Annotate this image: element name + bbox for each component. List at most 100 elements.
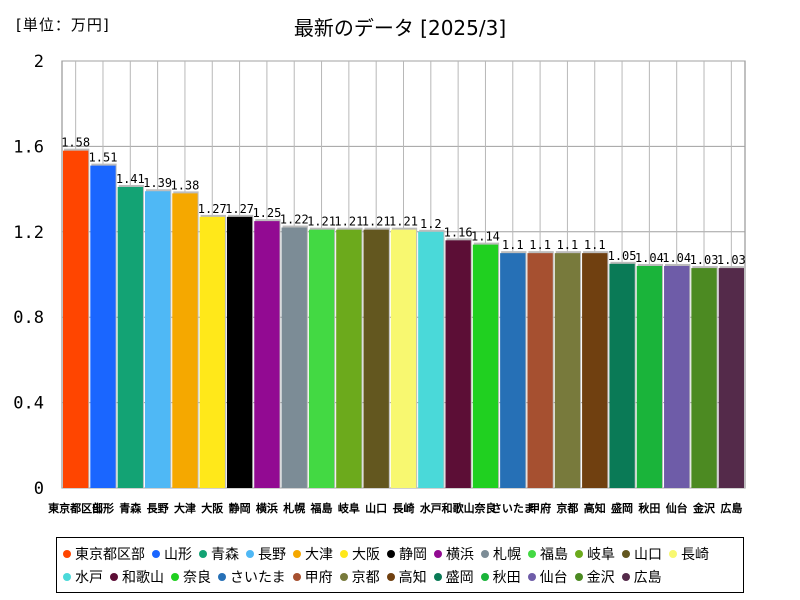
bar-value-label: 1.05 bbox=[608, 249, 637, 263]
legend-item: 山形 bbox=[152, 542, 192, 565]
legend: 東京都区部 山形 青森 長野 大津 大阪 静岡 横浜 札幌 福島 岐阜 山口 長崎 水戸 和歌山 奈良 さいたま… bbox=[56, 537, 744, 593]
legend-label: 水戸 bbox=[75, 569, 103, 586]
bar bbox=[90, 165, 116, 489]
y-tick-label: 0.8 bbox=[13, 308, 44, 328]
legend-swatch bbox=[481, 549, 489, 558]
legend-item: 東京都区部 bbox=[63, 542, 145, 565]
bar-value-label: 1.04 bbox=[662, 251, 691, 265]
legend-label: 大阪 bbox=[352, 546, 380, 563]
legend-swatch bbox=[293, 549, 301, 558]
x-tick-label: 長崎 bbox=[393, 501, 415, 515]
legend-label: 秋田 bbox=[492, 569, 521, 586]
legend-label: 盛岡 bbox=[445, 569, 474, 586]
legend-item: 仙台 bbox=[527, 565, 568, 588]
y-tick-label: 1.6 bbox=[13, 137, 44, 157]
legend-swatch bbox=[621, 572, 630, 581]
legend-label: 金沢 bbox=[586, 569, 615, 586]
legend-label: 長野 bbox=[258, 546, 286, 563]
legend-label: 仙台 bbox=[539, 569, 568, 586]
y-tick-label: 2 bbox=[34, 52, 44, 72]
bar bbox=[500, 253, 526, 488]
legend-swatch bbox=[152, 549, 160, 558]
legend-label: 長崎 bbox=[681, 546, 709, 563]
x-tick-label: 和歌山 bbox=[442, 501, 475, 515]
legend-item: 岐阜 bbox=[575, 542, 615, 565]
legend-item: さいたま bbox=[218, 565, 286, 588]
x-tick-label: 札幌 bbox=[282, 501, 305, 515]
legend-item: 高知 bbox=[386, 565, 427, 588]
bar-value-label: 1.1 bbox=[557, 238, 579, 252]
chart-title: 最新のデータ [2025/3] bbox=[293, 16, 507, 40]
legend-swatch bbox=[110, 572, 118, 581]
bar-value-label: 1.27 bbox=[225, 202, 254, 216]
x-tick-label: 盛岡 bbox=[611, 501, 633, 515]
legend-swatch bbox=[528, 549, 536, 558]
bar bbox=[363, 229, 389, 489]
legend-item: 奈良 bbox=[171, 565, 211, 588]
legend-item: 大津 bbox=[293, 542, 333, 565]
legend-item: 甲府 bbox=[292, 565, 333, 588]
legend-swatch bbox=[339, 572, 348, 581]
bar-value-label: 1.25 bbox=[252, 206, 281, 220]
bar bbox=[691, 268, 717, 488]
bar-value-label: 1.58 bbox=[61, 136, 90, 150]
bar bbox=[445, 240, 471, 488]
x-tick-label: 山形 bbox=[92, 501, 114, 515]
x-tick-label: 横浜 bbox=[256, 501, 278, 515]
bar bbox=[117, 186, 143, 488]
y-tick-label: 1.2 bbox=[13, 223, 44, 243]
bar bbox=[418, 231, 444, 489]
bar bbox=[308, 229, 335, 489]
legend-swatch bbox=[386, 572, 395, 581]
x-tick-label: 甲府 bbox=[529, 501, 551, 515]
bar-value-label: 1.03 bbox=[690, 253, 719, 267]
bar-value-label: 1.39 bbox=[143, 176, 172, 190]
x-tick-label: 大阪 bbox=[201, 501, 224, 515]
legend-swatch bbox=[433, 572, 442, 581]
legend-item: 札幌 bbox=[481, 542, 521, 565]
legend-item: 盛岡 bbox=[433, 565, 474, 588]
legend-swatch bbox=[387, 549, 395, 558]
bar bbox=[718, 268, 744, 488]
bar bbox=[226, 216, 253, 489]
legend-item: 長野 bbox=[246, 542, 286, 565]
bar bbox=[281, 227, 307, 488]
legend-item: 福島 bbox=[528, 542, 568, 565]
legend-item: 京都 bbox=[339, 565, 380, 588]
bar-chart: 0 0.4 0.8 1.2 1.6 2 1.58 東京都区部 1.51 山形 1.41 青森 1.39 長… bbox=[13, 52, 746, 515]
bar-value-label: 1.41 bbox=[116, 172, 145, 186]
bar-value-label: 1.21 bbox=[334, 215, 363, 229]
x-tick-label: 奈良 bbox=[473, 501, 496, 515]
bar-value-label: 1.51 bbox=[89, 151, 118, 165]
legend-label: 和歌山 bbox=[122, 569, 164, 586]
legend-label: 京都 bbox=[351, 569, 380, 586]
x-tick-label: 秋田 bbox=[638, 501, 660, 515]
legend-swatch bbox=[340, 549, 348, 558]
legend-swatch bbox=[669, 549, 677, 558]
bar-value-label: 1.14 bbox=[471, 230, 500, 244]
legend-label: 福島 bbox=[540, 546, 568, 563]
x-tick-label: 大津 bbox=[174, 501, 196, 515]
legend-swatch bbox=[63, 572, 71, 581]
bar-value-label: 1.21 bbox=[362, 215, 391, 229]
bar-value-label: 1.27 bbox=[198, 202, 227, 216]
legend-swatch bbox=[574, 572, 583, 581]
legend-swatch bbox=[218, 572, 226, 581]
legend-swatch bbox=[171, 572, 179, 581]
x-tick-label: 京都 bbox=[556, 501, 578, 515]
legend-swatch bbox=[246, 549, 254, 558]
legend-label: さいたま bbox=[230, 569, 286, 586]
x-tick-label: 長野 bbox=[147, 502, 169, 515]
bar-value-label: 1.1 bbox=[502, 238, 524, 252]
bar-value-label: 1.03 bbox=[717, 253, 746, 267]
bar bbox=[336, 229, 362, 489]
legend-label: 甲府 bbox=[304, 569, 333, 586]
bar-value-label: 1.04 bbox=[635, 251, 664, 265]
legend-swatch bbox=[434, 549, 442, 558]
bar bbox=[636, 265, 663, 488]
x-tick-label: 仙台 bbox=[666, 501, 688, 515]
legend-swatch bbox=[292, 572, 301, 581]
x-tick-label: 金沢 bbox=[692, 501, 716, 515]
legend-item: 横浜 bbox=[434, 542, 474, 565]
bar-value-label: 1.1 bbox=[529, 238, 551, 252]
